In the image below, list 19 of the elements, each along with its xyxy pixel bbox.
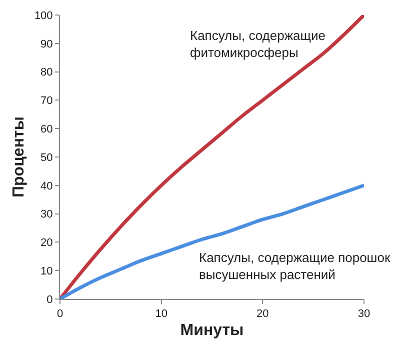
y-tick-label: 30 [40, 208, 53, 221]
x-tick-label: 0 [56, 308, 64, 320]
y-tick-label: 100 [34, 10, 53, 22]
y-tick-label: 0 [46, 294, 53, 306]
y-tick-label: 60 [40, 123, 53, 136]
y-tick-label: 20 [40, 237, 53, 250]
x-tick-label: 30 [358, 308, 370, 320]
y-tick-label: 50 [40, 152, 53, 164]
y-axis-title: Проценты [10, 116, 28, 198]
series-label: Капсулы, содержащие порошок высушенных растений [199, 250, 390, 282]
y-tick-label: 90 [40, 38, 53, 50]
y-tick-label: 40 [40, 180, 53, 192]
y-tick-label: 10 [40, 265, 53, 278]
series-label: Капсулы, содержащие фитомикросферы [190, 28, 326, 60]
y-tick-label: 80 [40, 66, 53, 79]
x-axis-title: Минуты [180, 322, 244, 339]
y-tick-label: 70 [40, 95, 53, 108]
x-tick-label: 20 [256, 308, 269, 320]
x-tick-label: 10 [155, 308, 168, 320]
